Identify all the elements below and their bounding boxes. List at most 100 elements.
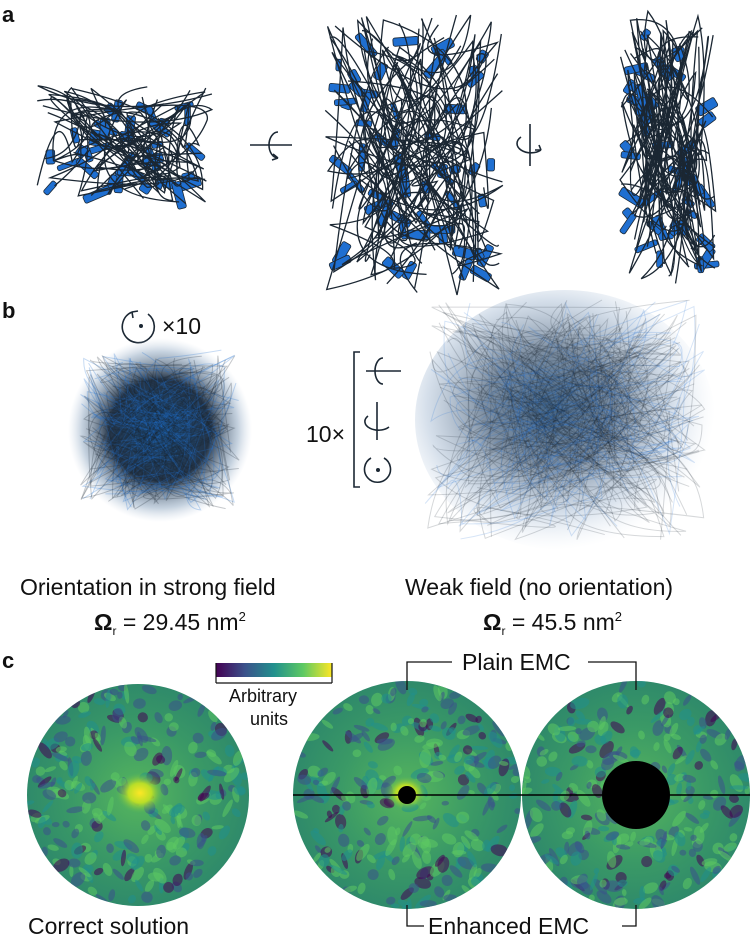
speckle [172, 873, 183, 887]
speckle [123, 684, 130, 704]
speckle [615, 844, 631, 850]
ensemble-trace [492, 313, 658, 472]
speckle [135, 879, 144, 892]
speckle [110, 772, 120, 782]
speckle [90, 782, 96, 791]
ensemble-trace [434, 359, 648, 517]
ensemble-trace [478, 468, 659, 539]
speckle [685, 750, 695, 765]
speckle [698, 717, 707, 729]
speckle [137, 712, 148, 723]
speckle [723, 842, 737, 852]
speckle [388, 868, 396, 881]
speckle [456, 811, 470, 824]
colorbar-label-line1: Arbitrary [229, 686, 297, 706]
speckle [174, 768, 183, 782]
speckle [559, 854, 568, 865]
ensemble-trace [457, 325, 682, 536]
speckle [569, 783, 579, 792]
ensemble-trace [504, 405, 700, 495]
speckle [218, 825, 231, 840]
speckle [140, 820, 151, 831]
speckle [372, 708, 381, 715]
speckle [699, 812, 710, 819]
speckle [522, 781, 527, 796]
speckle [82, 792, 97, 804]
plain-emc-bracket [406, 661, 637, 690]
speckle [465, 713, 478, 723]
ensemble-trace [456, 308, 666, 468]
speckle [84, 852, 97, 865]
speckle [683, 827, 693, 832]
speckle [144, 853, 153, 863]
ensemble-trace [492, 311, 631, 509]
ensemble-trace [442, 325, 651, 445]
speckle [366, 854, 376, 864]
three-rotation-bracket [353, 351, 401, 488]
speckle [107, 796, 114, 816]
speckle [679, 849, 687, 856]
speckle [67, 858, 81, 868]
ensemble-trace [124, 389, 170, 497]
speckle [720, 805, 733, 819]
speckle [718, 850, 734, 862]
speckle [536, 756, 548, 767]
ensemble-trace [88, 367, 189, 500]
speckle [674, 831, 686, 847]
enhanced-emc-bracket [406, 905, 637, 927]
speckle [62, 820, 70, 828]
speckle [674, 755, 687, 765]
ensemble-trace [505, 379, 694, 468]
speckle [672, 810, 687, 827]
speckle [177, 693, 183, 701]
speckle [399, 836, 405, 852]
ensemble-trace [472, 333, 657, 512]
speckle [669, 722, 679, 737]
ensemble-trace [430, 357, 635, 471]
speckle [102, 862, 113, 876]
speckle [670, 733, 682, 740]
speckle [434, 854, 445, 867]
speckle [102, 810, 117, 822]
speckle [168, 722, 179, 732]
speckle [571, 755, 588, 767]
speckle [419, 749, 432, 768]
ensemble-trace [101, 355, 200, 496]
speckle [87, 886, 98, 896]
ensemble-trace [550, 337, 684, 450]
protein-loop [347, 110, 456, 269]
ensemble-trace [116, 349, 222, 428]
ensemble-trace [502, 362, 623, 490]
ensemble-trace [557, 299, 690, 455]
ensemble-trace [466, 303, 684, 489]
ensemble-trace [101, 355, 196, 424]
speckle [589, 872, 598, 891]
ensemble-trace [462, 300, 568, 453]
speckle [65, 736, 76, 747]
speckle [141, 891, 153, 903]
ensemble-trace [439, 329, 636, 476]
speckle [59, 760, 68, 771]
speckle [419, 900, 437, 908]
ensemble-trace [463, 301, 621, 365]
speckle [131, 866, 145, 883]
speckle [419, 698, 429, 707]
ensemble-trace [435, 432, 649, 482]
ensemble-trace [511, 301, 656, 495]
speckle [600, 730, 613, 744]
speckle [557, 726, 577, 732]
ensemble-trace [452, 330, 681, 538]
speckle [738, 773, 750, 783]
ensemble-trace [427, 350, 706, 529]
ensemble-trace [80, 362, 233, 486]
speckle [544, 854, 559, 865]
speckle [580, 814, 593, 821]
speckle [586, 781, 592, 789]
speckle [576, 740, 586, 748]
speckle [712, 865, 721, 874]
ensemble-trace [493, 381, 683, 522]
speckle [93, 738, 103, 752]
speckle [66, 806, 85, 814]
speckle [653, 697, 666, 715]
ensemble-trace [80, 405, 226, 501]
